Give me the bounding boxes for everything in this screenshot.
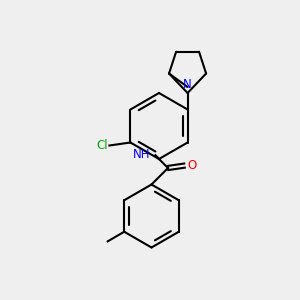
- Text: Cl: Cl: [96, 139, 108, 152]
- Text: NH: NH: [133, 148, 150, 161]
- Text: O: O: [188, 159, 197, 172]
- Text: N: N: [183, 78, 192, 91]
